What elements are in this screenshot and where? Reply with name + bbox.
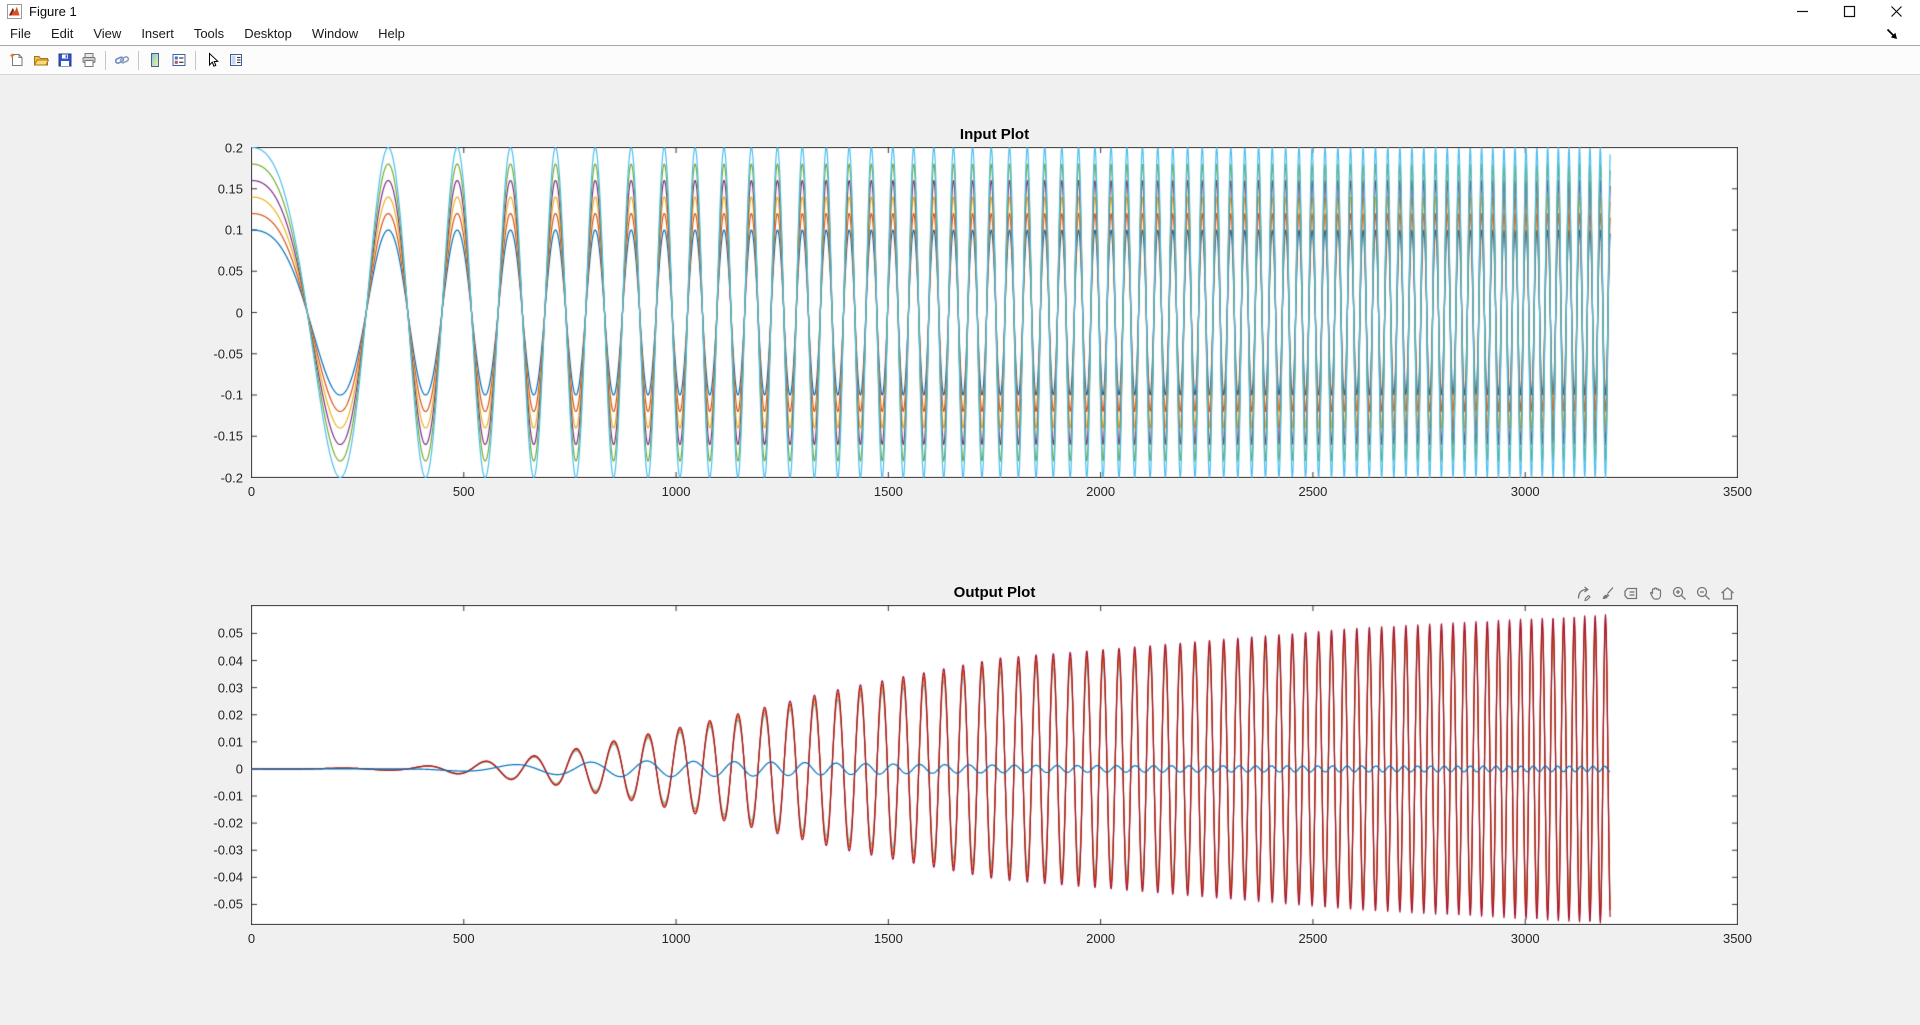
x-tick-label: 1500: [873, 484, 903, 499]
insert-legend-icon[interactable]: [167, 48, 191, 72]
property-inspector-icon[interactable]: [224, 48, 248, 72]
toolbar-separator: [138, 50, 139, 70]
y-tick-label: 0.1: [224, 222, 243, 238]
export-icon[interactable]: [1575, 585, 1592, 602]
axes-toolbar: [1575, 585, 1736, 602]
title-bar: Figure 1: [0, 0, 1920, 22]
link-plot-icon[interactable]: [110, 48, 134, 72]
y-tick-label: -0.03: [213, 842, 243, 858]
menu-bar: File Edit View Insert Tools Desktop Window Help: [0, 22, 1920, 46]
x-tick-label: 3500: [1723, 931, 1752, 946]
window-controls: [1779, 0, 1920, 22]
open-file-icon[interactable]: [29, 48, 53, 72]
restore-view-icon[interactable]: [1719, 585, 1736, 602]
x-tick-label: 2500: [1298, 484, 1328, 499]
y-tick-label: -0.04: [213, 869, 243, 885]
y-tick-label: -0.1: [220, 387, 243, 403]
x-tick-label: 1500: [873, 931, 903, 946]
x-tick-label: 1000: [661, 931, 691, 946]
toolbar-separator: [195, 50, 196, 70]
menu-item-desktop[interactable]: Desktop: [244, 26, 292, 41]
menu-item-file[interactable]: File: [10, 26, 31, 41]
save-figure-icon[interactable]: [53, 48, 77, 72]
maximize-button[interactable]: [1826, 0, 1873, 22]
zoom-out-icon[interactable]: [1695, 585, 1712, 602]
mouse-cursor: [1884, 26, 1900, 47]
brush-icon[interactable]: [1599, 585, 1616, 602]
x-tick-label: 2000: [1086, 484, 1116, 499]
print-figure-icon[interactable]: [77, 48, 101, 72]
y-tick-label: 0.01: [217, 734, 243, 750]
y-tick-label: 0.04: [217, 653, 243, 669]
menu-item-window[interactable]: Window: [311, 26, 359, 41]
y-tick-label: -0.01: [213, 788, 243, 804]
matlab-logo-icon[interactable]: [7, 3, 22, 19]
menu-item-edit[interactable]: Edit: [50, 26, 74, 41]
datatips-icon[interactable]: [1623, 585, 1640, 602]
y-tick-label: 0.2: [224, 140, 243, 155]
y-tick-label: -0.05: [213, 346, 243, 362]
new-figure-icon[interactable]: [5, 48, 29, 72]
y-tick-label: -0.15: [213, 428, 243, 444]
y-tick-label: 0.15: [217, 181, 243, 197]
x-tick-label: 2000: [1086, 931, 1116, 946]
x-tick-label: 0: [247, 484, 256, 499]
x-tick-label: 500: [452, 484, 475, 499]
toolbar-separator: [105, 50, 106, 70]
x-tick-label: 1000: [661, 484, 691, 499]
output-plot-canvas[interactable]: [251, 605, 1738, 925]
x-tick-label: 500: [452, 931, 475, 946]
y-tick-label: 0: [235, 761, 243, 777]
y-tick-label: 0.02: [217, 707, 243, 723]
input-plot: Input Plot 0 500 1000 1500 2000 2500 3000 3500 …: [213, 126, 1752, 499]
edit-plot-icon[interactable]: [200, 48, 224, 72]
output-plot-title: Output Plot: [953, 584, 1036, 601]
zoom-in-icon[interactable]: [1671, 585, 1688, 602]
x-tick-label: 0: [247, 931, 256, 946]
x-tick-label: 2500: [1298, 931, 1328, 946]
x-tick-label: 3000: [1510, 931, 1540, 946]
menu-item-view[interactable]: View: [93, 26, 122, 41]
output-plot: Output Plot: [213, 584, 1752, 946]
y-tick-label: 0.03: [217, 680, 243, 696]
y-tick-label: -0.02: [213, 815, 243, 831]
insert-colorbar-icon[interactable]: [143, 48, 167, 72]
x-tick-label: 3000: [1510, 484, 1540, 499]
y-tick-label: 0.05: [217, 263, 243, 279]
minimize-button[interactable]: [1779, 0, 1826, 22]
y-tick-label: -0.2: [220, 470, 243, 485]
figure-toolbar: [0, 46, 1920, 75]
x-tick-label: 3500: [1723, 484, 1752, 499]
y-tick-label: 0.05: [217, 625, 243, 641]
y-tick-label: 0: [235, 305, 243, 320]
input-plot-canvas[interactable]: [251, 147, 1738, 478]
input-plot-title: Input Plot: [959, 126, 1030, 143]
menu-item-insert[interactable]: Insert: [141, 26, 174, 41]
close-button[interactable]: [1873, 0, 1920, 22]
window-title: Figure 1: [29, 3, 77, 19]
y-tick-label: -0.05: [213, 896, 243, 912]
pan-icon[interactable]: [1647, 585, 1664, 602]
menu-item-tools[interactable]: Tools: [193, 26, 225, 41]
menu-item-help[interactable]: Help: [378, 26, 405, 41]
